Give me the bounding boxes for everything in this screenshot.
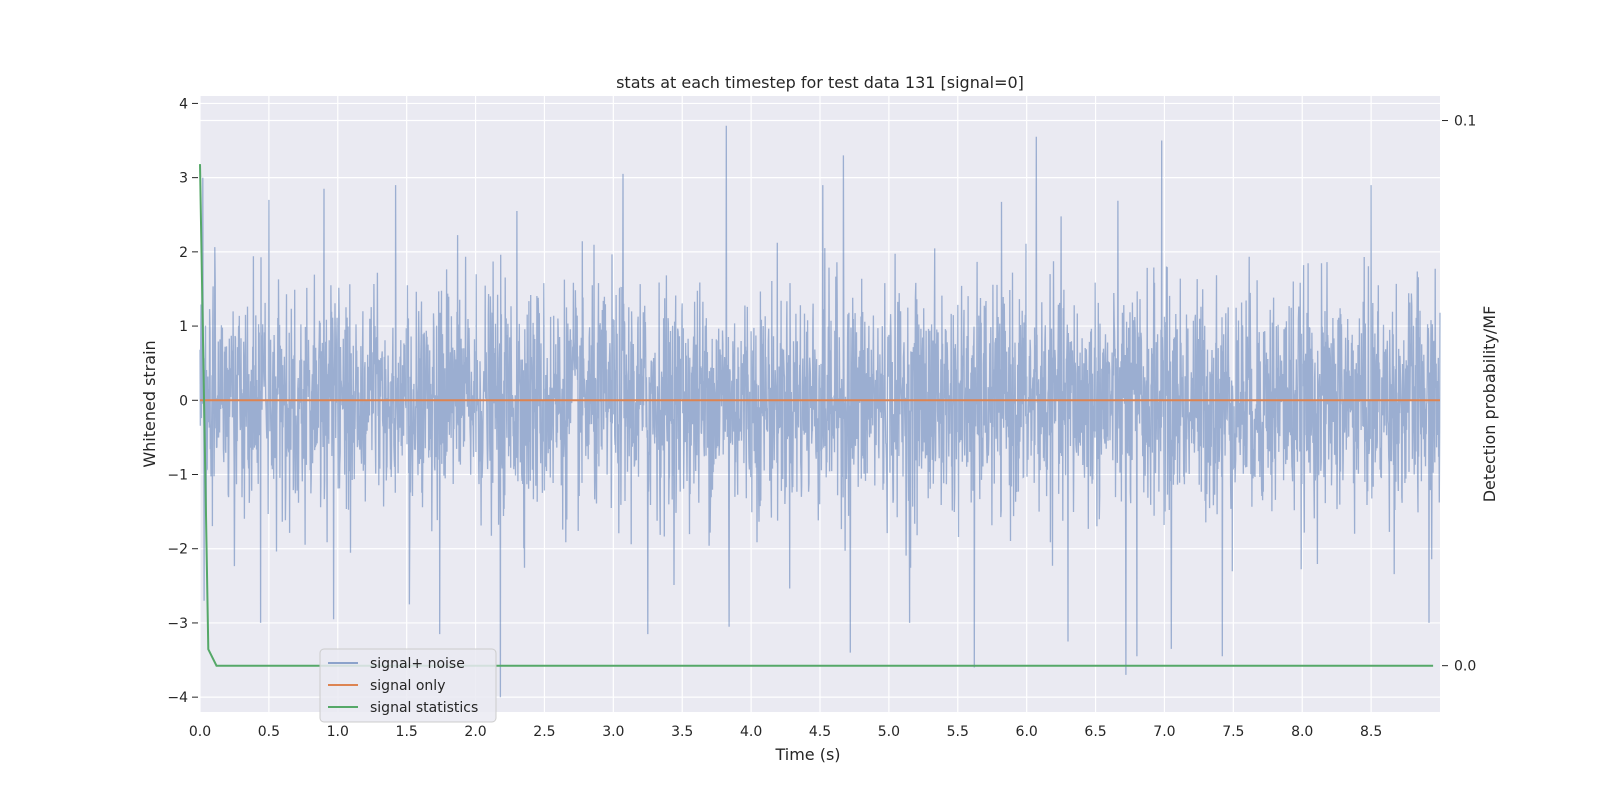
x-tick-label: 8.0 <box>1291 724 1313 740</box>
x-tick-label: 2.5 <box>533 724 555 740</box>
x-tick-label: 7.0 <box>1153 724 1175 740</box>
y-tick-label: 3 <box>179 171 188 187</box>
x-tick-label: 6.0 <box>1016 724 1038 740</box>
legend-box <box>319 648 497 723</box>
y-tick-label: −1 <box>167 468 188 484</box>
x-tick-label: 1.0 <box>327 724 349 740</box>
x-tick-label: 3.5 <box>671 724 693 740</box>
x-tick-label: 0.5 <box>258 724 280 740</box>
y-tick-label: −4 <box>167 690 188 706</box>
y-tick-label: 0 <box>179 393 188 409</box>
chart-title: stats at each timestep for test data 131… <box>616 73 1024 92</box>
y-axis-right-label: Detection probability/MF <box>1480 306 1499 503</box>
x-tick-label: 5.0 <box>878 724 900 740</box>
x-tick-label: 6.5 <box>1084 724 1106 740</box>
legend-label-signal-statistics: signal statistics <box>370 700 478 716</box>
legend: signal+ noise signal only signal statist… <box>319 648 497 723</box>
y-right-tick-label: 0.1 <box>1454 114 1476 130</box>
legend-label-signal-only: signal only <box>370 678 445 694</box>
legend-label-signal-noise: signal+ noise <box>370 656 465 672</box>
x-tick-label: 4.0 <box>740 724 762 740</box>
y-tick-label: −3 <box>167 616 188 632</box>
x-tick-label: 0.0 <box>189 724 211 740</box>
x-tick-label: 1.5 <box>396 724 418 740</box>
y-right-tick-label: 0.0 <box>1454 659 1476 675</box>
y-tick-label: 2 <box>179 245 188 261</box>
y-tick-label: 1 <box>179 319 188 335</box>
signal-noise-line <box>199 125 1441 698</box>
axes: 0.0 0.5 1.0 1.5 2.0 2.5 3.0 3.5 4.0 4.5 5.0 5.5 6.0 6… <box>167 96 1476 740</box>
x-tick-label: 8.5 <box>1360 724 1382 740</box>
y-tick-label: −2 <box>167 542 188 558</box>
x-tick-label: 7.5 <box>1222 724 1244 740</box>
x-axis-label: Time (s) <box>774 745 840 764</box>
x-tick-label: 5.5 <box>947 724 969 740</box>
y-axis-label: Whitened strain <box>140 340 159 467</box>
signal-statistics-line <box>199 164 1434 667</box>
series-layer <box>199 164 1440 667</box>
x-tick-label: 4.5 <box>809 724 831 740</box>
y-tick-label: 4 <box>179 96 188 112</box>
x-tick-label: 2.0 <box>464 724 486 740</box>
x-tick-label: 3.0 <box>602 724 624 740</box>
series-signal-noise <box>199 125 1441 698</box>
